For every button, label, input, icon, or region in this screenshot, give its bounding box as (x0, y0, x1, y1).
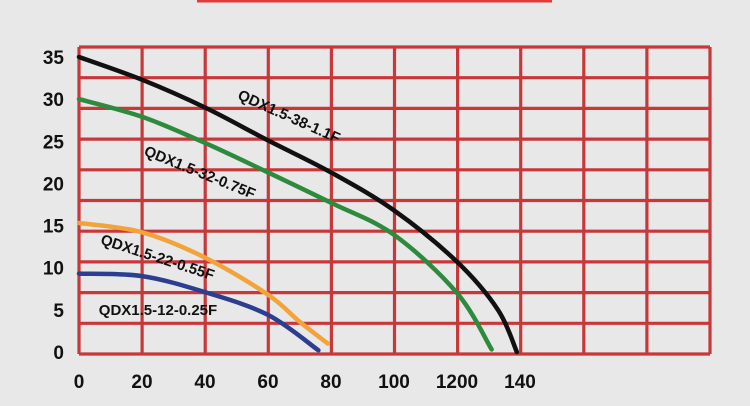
y-tick-label: 5 (53, 301, 64, 322)
y-tick-label: 30 (43, 90, 64, 111)
x-tick-label: 1200 (436, 372, 478, 393)
series-lines (76, 54, 520, 355)
x-tick-label: 80 (320, 372, 341, 393)
x-tick-label: 20 (131, 372, 152, 393)
series-line-1 (76, 54, 520, 355)
y-tick-label: 35 (43, 48, 65, 69)
y-axis-ticks: 0 5 10 15 20 25 30 35 (43, 48, 65, 364)
series-line-4 (76, 271, 321, 353)
top-red-bar (197, 0, 552, 3)
x-tick-label: 0 (74, 372, 85, 393)
x-axis-ticks: 0 20 40 60 80 100 1200 140 (74, 372, 536, 393)
y-tick-label: 15 (43, 217, 65, 238)
series-line-3 (76, 220, 331, 346)
x-tick-label: 60 (257, 372, 278, 393)
x-tick-label: 100 (378, 372, 410, 393)
series-label-12: QDX1.5-12-0.25F (99, 302, 217, 319)
grid (77, 45, 712, 356)
y-tick-label: 0 (53, 343, 64, 364)
x-tick-label: 140 (504, 372, 536, 393)
series-label-32: QDX1.5-32-0.75F (142, 143, 258, 203)
y-tick-label: 20 (43, 174, 64, 195)
series-labels: QDX1.5-38-1.1F QDX1.5-32-0.75F QDX1.5-22… (98, 87, 342, 319)
series-line-2 (76, 96, 494, 352)
y-tick-label: 10 (43, 259, 64, 280)
y-tick-label: 25 (43, 132, 65, 153)
x-tick-label: 40 (194, 372, 215, 393)
